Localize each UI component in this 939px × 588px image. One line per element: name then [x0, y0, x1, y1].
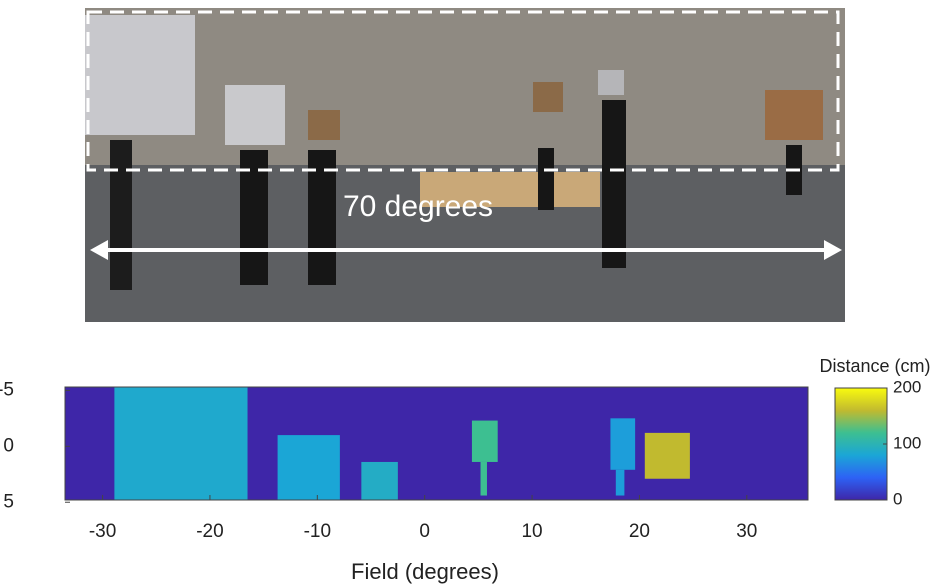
- heatmap-region: [481, 462, 487, 496]
- photo-object: [598, 70, 624, 95]
- heatmap-region: [645, 433, 690, 479]
- heatmap-region: [610, 418, 635, 469]
- photo-object: [225, 85, 285, 145]
- photo: 70 degrees: [85, 8, 845, 322]
- y-tick-label: 0: [3, 435, 14, 456]
- heatmap-region: [114, 387, 247, 500]
- colorbar-tick-label: 100: [893, 433, 921, 452]
- colorbar-tick-label: 200: [893, 377, 921, 396]
- x-tick-label: -30: [89, 521, 116, 542]
- heatmap-region: [616, 470, 625, 496]
- photo-annotation: 70 degrees: [343, 190, 493, 223]
- colorbar: [835, 388, 887, 500]
- photo-object: [765, 90, 823, 140]
- x-tick-label: -20: [196, 521, 223, 542]
- y-tick-label: 5: [3, 491, 14, 512]
- x-tick-label: 0: [419, 521, 430, 542]
- colorbar-tick-label: 0: [893, 489, 902, 508]
- x-axis-label: Field (degrees): [351, 559, 499, 584]
- photo-object: [308, 110, 340, 140]
- heatmap-region: [278, 435, 340, 500]
- photo-object: [533, 82, 563, 112]
- y-tick-label: -5: [0, 379, 14, 400]
- x-tick-label: 30: [736, 521, 757, 542]
- colorbar-label: Distance (cm): [819, 356, 930, 376]
- photo-post: [538, 148, 554, 210]
- heatmap-region: [361, 462, 398, 500]
- x-tick-label: -10: [304, 521, 331, 542]
- photo-post: [602, 100, 626, 268]
- heatmap-region: [472, 421, 498, 462]
- x-tick-label: 10: [521, 521, 542, 542]
- x-tick-label: 20: [629, 521, 650, 542]
- photo-object: [85, 15, 195, 135]
- figure: 70 degrees Field (degrees) Distance (cm)…: [0, 0, 939, 588]
- photo-post: [110, 140, 132, 290]
